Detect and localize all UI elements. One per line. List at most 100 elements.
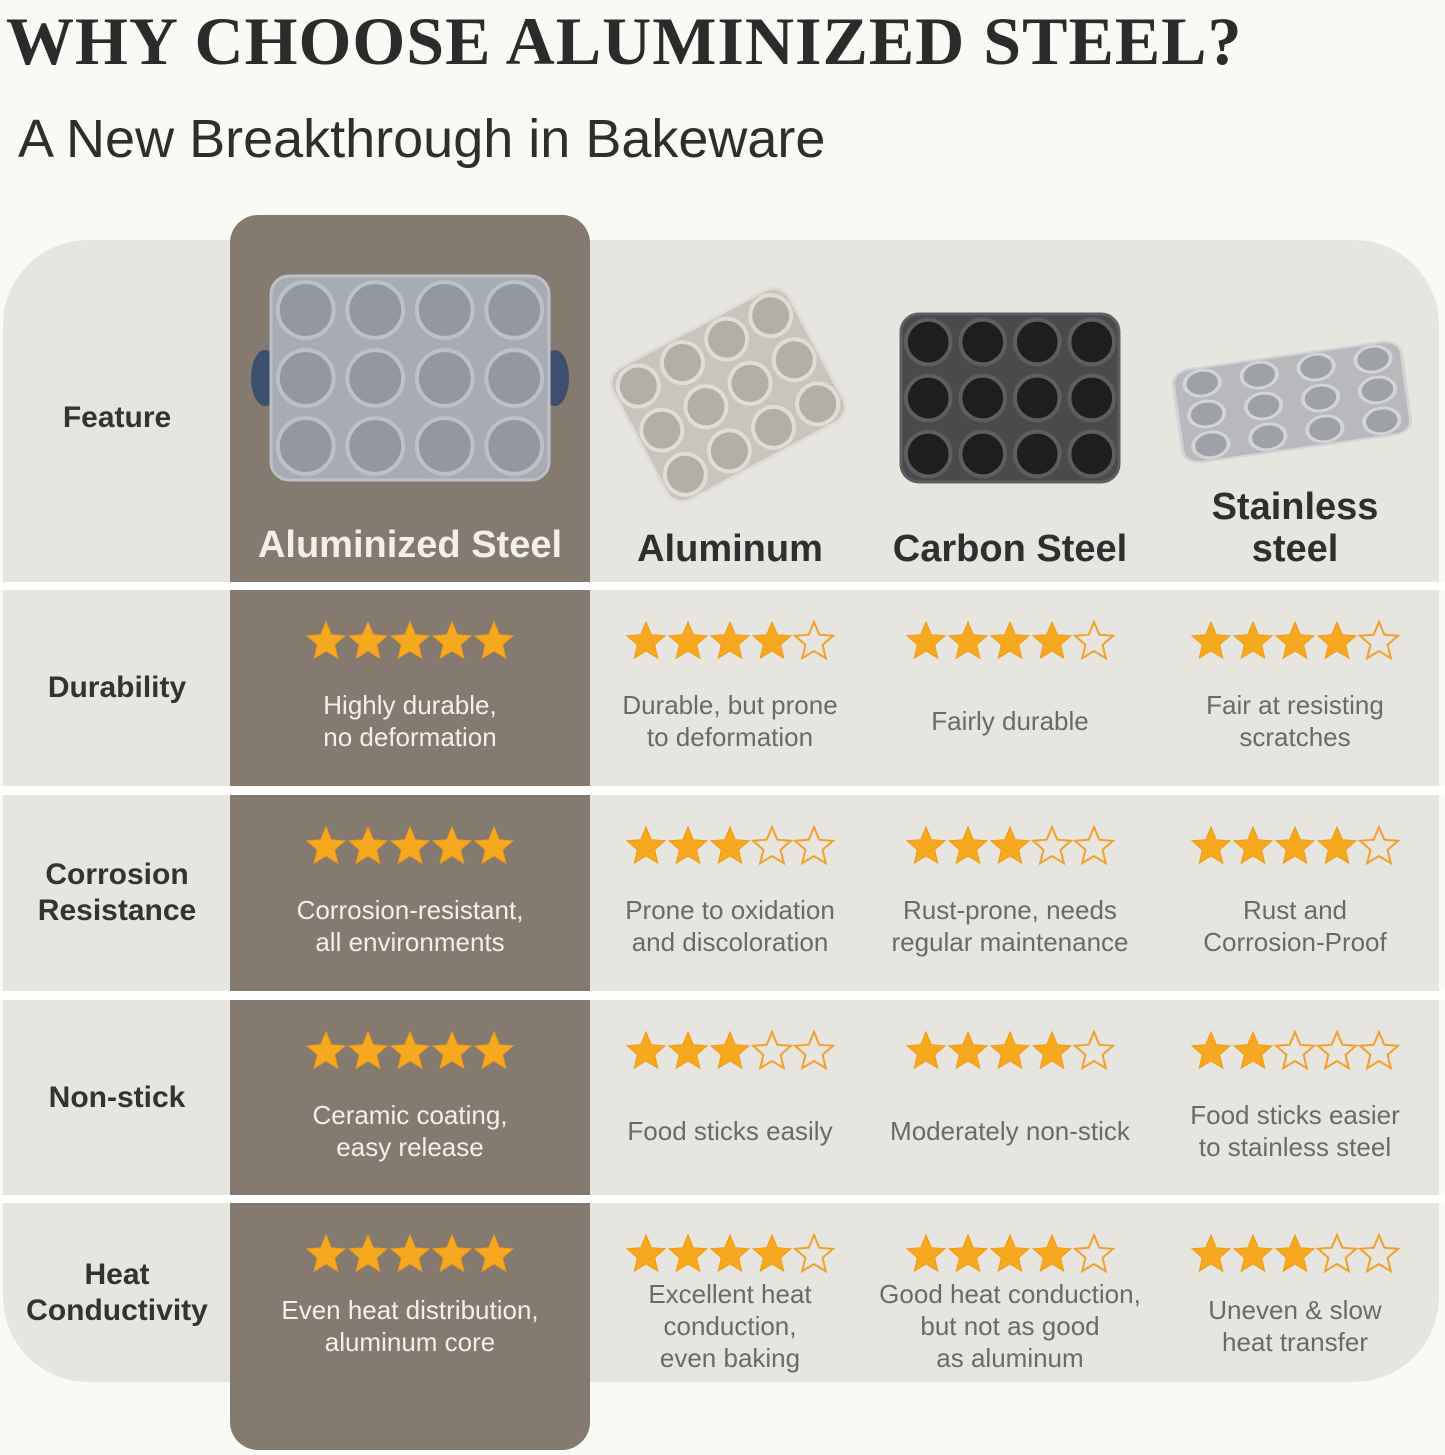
star-filled bbox=[1232, 825, 1274, 865]
pan-cup bbox=[1067, 429, 1117, 479]
pan-cup bbox=[484, 348, 545, 408]
star-empty bbox=[1072, 619, 1116, 661]
pan-cup bbox=[704, 316, 750, 362]
pan-cup bbox=[958, 317, 1008, 367]
row-separator bbox=[0, 582, 1445, 590]
pan-cup bbox=[958, 429, 1008, 479]
feature-label: Corrosion Resistance bbox=[37, 858, 197, 927]
star-filled bbox=[989, 620, 1031, 660]
cell-text: Highly durable, no deformation bbox=[323, 690, 497, 752]
star-filled bbox=[1316, 620, 1358, 660]
row-separator bbox=[0, 1195, 1445, 1203]
star-filled bbox=[989, 825, 1031, 865]
pan-cup bbox=[1305, 414, 1345, 444]
star-filled bbox=[389, 1030, 431, 1070]
pan-cup bbox=[1243, 391, 1284, 421]
pan-cup bbox=[662, 451, 708, 497]
pan-cup bbox=[1239, 360, 1279, 390]
star-empty bbox=[1315, 1029, 1359, 1071]
star-filled bbox=[305, 1233, 347, 1273]
feature-header: Feature bbox=[62, 401, 172, 434]
pan-cup bbox=[1353, 344, 1393, 374]
star-filled bbox=[667, 620, 709, 660]
star-filled bbox=[473, 620, 515, 660]
pan-cup bbox=[903, 317, 953, 367]
star-filled bbox=[709, 1030, 751, 1070]
star-filled bbox=[1190, 825, 1232, 865]
pan-cup bbox=[771, 337, 817, 383]
pan-cup bbox=[748, 293, 794, 339]
cell-text: Food sticks easier to stainless steel bbox=[1190, 1099, 1400, 1162]
column-header: Carbon Steel bbox=[892, 528, 1128, 570]
star-ratings bbox=[305, 619, 1401, 1274]
star-filled bbox=[625, 620, 667, 660]
row-separator bbox=[0, 786, 1445, 795]
star-filled bbox=[431, 1030, 473, 1070]
star-filled bbox=[431, 825, 473, 865]
star-filled bbox=[347, 1233, 389, 1273]
star-filled bbox=[305, 1030, 347, 1070]
star-filled bbox=[431, 620, 473, 660]
pan-cup bbox=[275, 280, 336, 340]
star-filled bbox=[305, 825, 347, 865]
pan-cup bbox=[958, 373, 1008, 423]
pan-cup bbox=[414, 416, 475, 476]
star-filled bbox=[709, 1233, 751, 1273]
star-filled bbox=[1190, 1233, 1232, 1273]
star-empty bbox=[1315, 1232, 1359, 1274]
pan-cup bbox=[414, 348, 475, 408]
pan-cup bbox=[1300, 383, 1341, 413]
pan-cup bbox=[1012, 317, 1062, 367]
star-filled bbox=[1232, 1030, 1274, 1070]
star-filled bbox=[625, 825, 667, 865]
star-filled bbox=[1190, 1030, 1232, 1070]
column-header: Aluminum bbox=[637, 528, 823, 570]
star-empty bbox=[1273, 1029, 1317, 1071]
feature-label: Heat Conductivity bbox=[26, 1258, 208, 1327]
star-filled bbox=[389, 825, 431, 865]
feature-label: Non-stick bbox=[48, 1080, 186, 1114]
star-filled bbox=[1190, 620, 1232, 660]
star-empty bbox=[1072, 1029, 1116, 1071]
star-empty bbox=[792, 1232, 836, 1274]
cell-text: Food sticks easily bbox=[627, 1115, 833, 1146]
star-filled bbox=[751, 1233, 793, 1273]
pan-body bbox=[269, 274, 551, 482]
pan-cup bbox=[1012, 373, 1062, 423]
pan-cup bbox=[751, 404, 797, 450]
pan-cup bbox=[615, 363, 661, 409]
pan-cup bbox=[903, 373, 953, 423]
pan-cup bbox=[706, 428, 752, 474]
pan-cup bbox=[683, 384, 729, 430]
star-filled bbox=[389, 620, 431, 660]
star-empty bbox=[1030, 824, 1074, 866]
star-filled bbox=[905, 1030, 947, 1070]
cell-text: Corrosion-resistant, all environments bbox=[296, 895, 524, 957]
star-empty bbox=[750, 824, 794, 866]
star-filled bbox=[473, 1233, 515, 1273]
star-filled bbox=[989, 1030, 1031, 1070]
pan-cup bbox=[275, 416, 336, 476]
star-filled bbox=[1232, 620, 1274, 660]
pan-cup bbox=[1067, 317, 1117, 367]
pan-cup bbox=[1186, 399, 1227, 429]
star-filled bbox=[667, 825, 709, 865]
pan-cup bbox=[345, 280, 406, 340]
pan-cup bbox=[639, 407, 685, 453]
star-filled bbox=[905, 1233, 947, 1273]
pan-cup bbox=[659, 340, 705, 386]
cell-text: Excellent heat conduction, even baking bbox=[648, 1279, 812, 1373]
row-separator bbox=[0, 991, 1445, 1000]
cell-text: Moderately non-stick bbox=[890, 1115, 1130, 1146]
star-filled bbox=[905, 825, 947, 865]
star-filled bbox=[347, 620, 389, 660]
star-empty bbox=[1072, 824, 1116, 866]
star-empty bbox=[792, 619, 836, 661]
star-filled bbox=[667, 1233, 709, 1273]
pan-cup bbox=[484, 416, 545, 476]
title: WHY CHOOSE ALUMINIZED STEEL? bbox=[6, 3, 1243, 79]
star-filled bbox=[947, 1030, 989, 1070]
star-empty bbox=[1357, 1232, 1401, 1274]
star-filled bbox=[389, 1233, 431, 1273]
